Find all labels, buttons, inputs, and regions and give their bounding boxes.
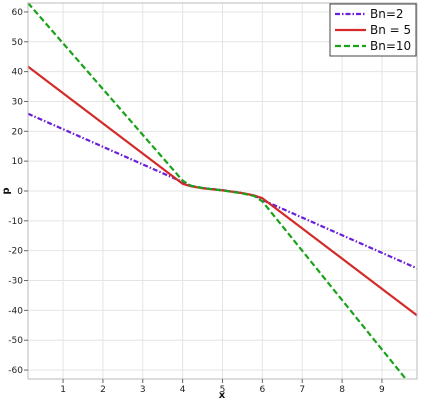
series-layer — [27, 2, 418, 380]
y-tick-label: -40 — [8, 306, 23, 316]
x-axis-title: x — [219, 390, 226, 401]
y-axis-title: p — [1, 187, 12, 194]
y-axis-ticks: 60 50 40 30 20 10 0 -10 -20 -30 -40 -50 -60 — [8, 8, 28, 376]
y-tick-label: 10 — [12, 157, 24, 167]
y-tick-label: 50 — [12, 38, 24, 48]
legend-label: Bn = 5 — [370, 23, 411, 37]
series-line — [27, 65, 418, 317]
x-tick-label: 1 — [60, 385, 66, 395]
x-tick-label: 4 — [180, 385, 186, 395]
x-tick-label: 9 — [379, 385, 385, 395]
series-line — [27, 2, 407, 380]
x-tick-label: 3 — [140, 385, 146, 395]
y-tick-label: 40 — [12, 68, 24, 78]
y-tick-label: 0 — [17, 187, 23, 197]
legend-label: Bn=2 — [370, 7, 404, 21]
x-tick-label: 5 — [220, 385, 226, 395]
y-tick-label: 60 — [12, 8, 24, 18]
y-tick-label: -50 — [8, 336, 23, 346]
x-tick-label: 2 — [100, 385, 106, 395]
y-tick-label: -10 — [8, 217, 23, 227]
y-tick-label: 30 — [12, 97, 24, 107]
y-tick-label: -20 — [8, 247, 23, 257]
legend: Bn=2 Bn = 5 Bn=10 — [329, 3, 417, 57]
x-tick-label: 7 — [299, 385, 305, 395]
y-tick-label: -60 — [8, 366, 23, 376]
x-axis-ticks: 1 2 3 4 5 6 7 8 9 — [60, 379, 385, 395]
y-tick-label: -30 — [8, 277, 23, 287]
y-tick-label: 20 — [12, 127, 24, 137]
x-tick-label: 8 — [339, 385, 345, 395]
x-tick-label: 6 — [259, 385, 265, 395]
legend-label: Bn=10 — [370, 39, 411, 53]
